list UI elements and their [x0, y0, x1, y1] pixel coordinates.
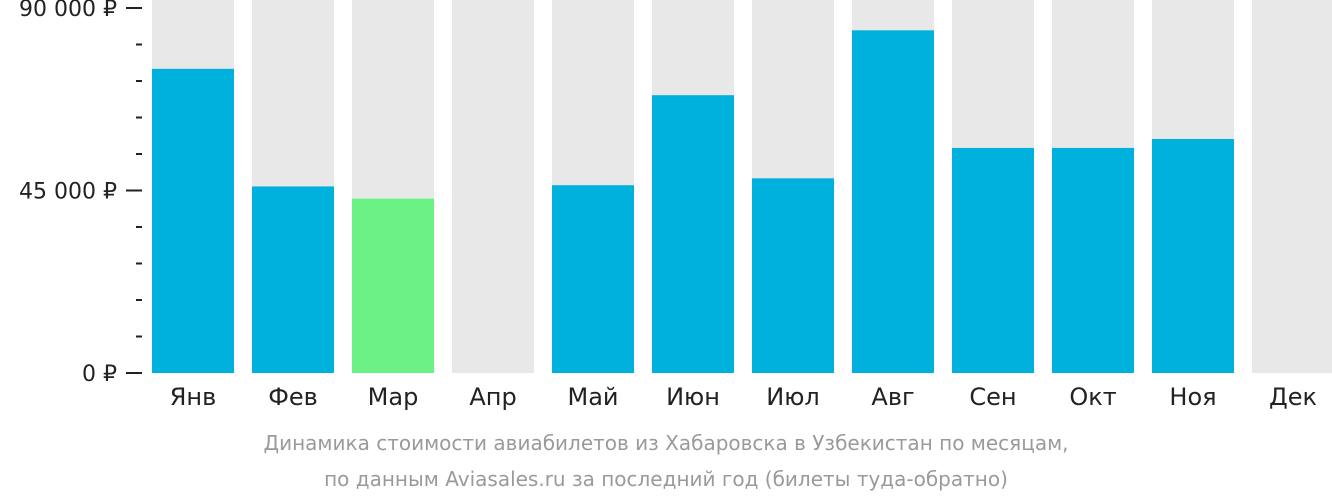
bar-7[interactable]	[852, 30, 934, 374]
x-axis: Янв Фев Мар Апр Май Июн Июл Авг Сен Окт Ноя Дек	[170, 383, 1317, 411]
bar-background-3	[452, 0, 534, 373]
x-tick-label: Дек	[1269, 383, 1317, 411]
bar-8[interactable]	[952, 147, 1034, 373]
x-tick-label: Янв	[170, 383, 217, 411]
y-tick-label: 90 000 ₽	[19, 0, 117, 22]
x-tick-label: Июн	[666, 383, 720, 411]
x-tick-label: Май	[567, 383, 618, 411]
chart-caption-line-2: по данным Aviasales.ru за последний год …	[324, 467, 1008, 491]
x-tick-label: Авг	[871, 383, 914, 411]
y-axis: 0 ₽ 45 000 ₽ 90 000 ₽	[19, 0, 142, 387]
x-tick-label: Ноя	[1169, 383, 1216, 411]
data-bars	[152, 30, 1234, 374]
bar-5[interactable]	[652, 95, 734, 373]
y-tick-label: 45 000 ₽	[19, 180, 117, 205]
x-tick-label: Окт	[1069, 383, 1116, 411]
y-tick-label: 0 ₽	[82, 362, 117, 387]
bar-background-11	[1252, 0, 1332, 373]
x-tick-label: Апр	[469, 383, 516, 411]
chart-caption-line-1: Динамика стоимости авиабилетов из Хабаро…	[263, 431, 1069, 455]
x-tick-label: Мар	[368, 383, 419, 411]
x-tick-label: Фев	[268, 383, 318, 411]
bar-2[interactable]	[352, 198, 434, 373]
bar-10[interactable]	[1152, 138, 1234, 373]
x-tick-label: Июл	[766, 383, 820, 411]
bar-6[interactable]	[752, 178, 834, 373]
bar-1[interactable]	[252, 186, 334, 373]
bar-chart: 0 ₽ 45 000 ₽ 90 000 ₽ Янв Фев Мар Апр Май Июн Ию…	[19, 0, 1332, 411]
bar-4[interactable]	[552, 185, 634, 373]
x-tick-label: Сен	[969, 383, 1016, 411]
bar-9[interactable]	[1052, 147, 1134, 373]
bar-0[interactable]	[152, 68, 234, 373]
